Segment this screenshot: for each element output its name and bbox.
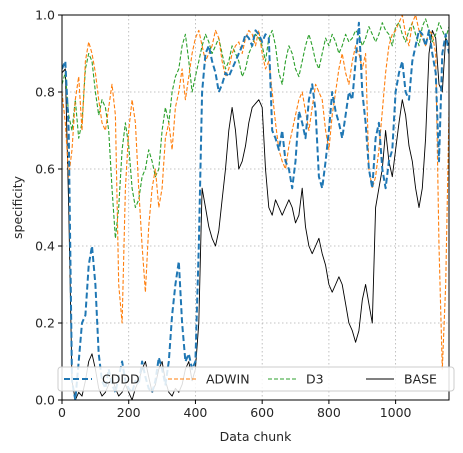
y-tick-label-2: 0.4 <box>35 239 55 254</box>
x-tick-label-5: 1000 <box>380 405 412 420</box>
x-tick-label-4: 800 <box>317 405 341 420</box>
x-axis-label: Data chunk <box>220 429 292 444</box>
y-axis-label: specificity <box>10 175 25 239</box>
x-tick-label-1: 200 <box>117 405 141 420</box>
legend-label-cddd: CDDD <box>102 372 140 387</box>
x-tick-label-3: 600 <box>250 405 274 420</box>
plot-frame <box>61 14 450 401</box>
y-tick-label-4: 0.8 <box>35 85 55 100</box>
y-tick-label-1: 0.2 <box>35 316 55 331</box>
series-line-adwin <box>62 15 449 370</box>
legend-label-base: BASE <box>404 372 437 387</box>
series-layer <box>62 15 449 400</box>
legend-box <box>57 366 455 392</box>
series-line-d3 <box>62 18 449 239</box>
legend: CDDD ADWIN D3 BASE <box>57 366 455 392</box>
legend-label-d3: D3 <box>306 372 324 387</box>
x-tick-label-2: 400 <box>184 405 208 420</box>
y-tick-label-5: 1.0 <box>35 8 55 23</box>
y-axis-ticks: 0.0 0.2 0.4 0.6 0.8 1.0 <box>35 8 62 408</box>
grid-lines <box>61 14 449 401</box>
series-line-cddd <box>62 21 449 400</box>
legend-label-adwin: ADWIN <box>206 372 250 387</box>
x-axis-ticks: 0 200 400 600 800 1000 <box>58 400 412 420</box>
y-tick-label-3: 0.6 <box>35 162 55 177</box>
series-line-base <box>62 29 449 400</box>
x-tick-label-0: 0 <box>58 405 66 420</box>
y-tick-label-0: 0.0 <box>35 393 55 408</box>
